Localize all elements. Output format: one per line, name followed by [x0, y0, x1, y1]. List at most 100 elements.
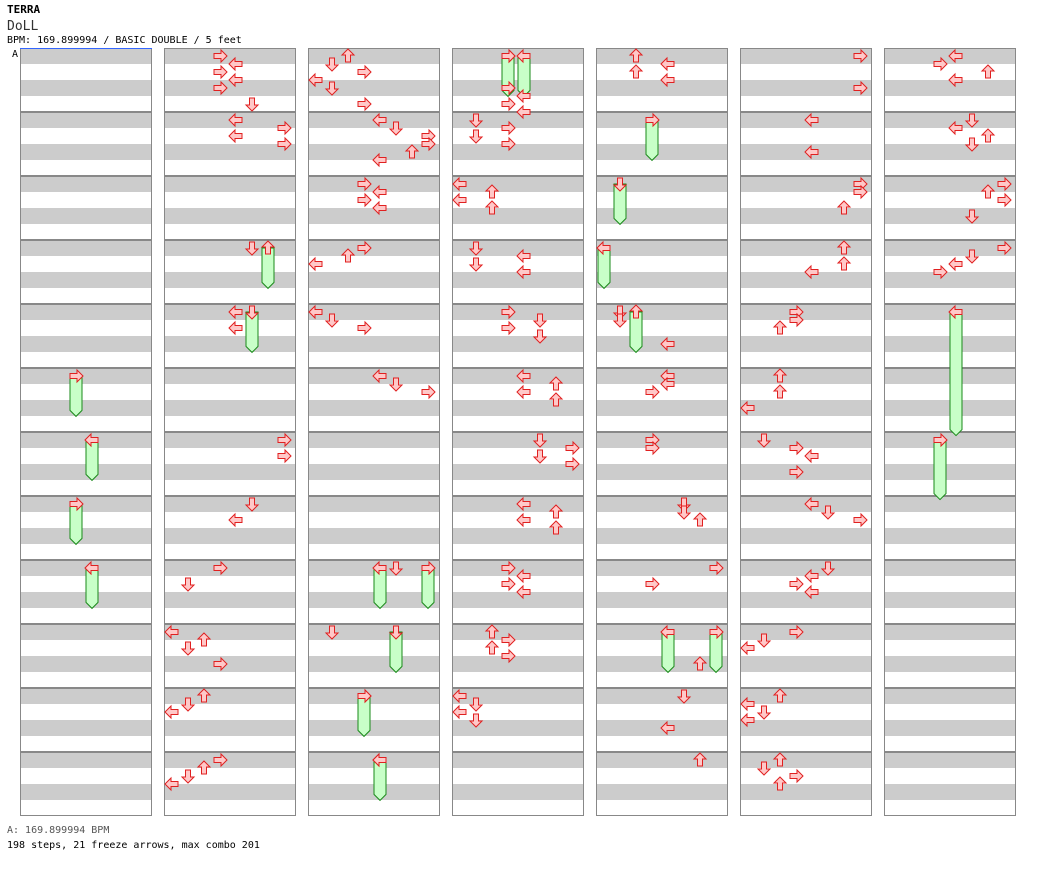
- step-arrow-down-icon: [468, 113, 484, 128]
- step-arrow-left-icon: [452, 192, 467, 208]
- step-arrow-down-icon: [468, 241, 484, 256]
- beat-stripe: [740, 688, 872, 704]
- step-arrow-left-icon: [516, 368, 531, 384]
- beat-stripe: [884, 528, 1016, 544]
- measure-box: [308, 240, 440, 304]
- beat-stripe: [20, 304, 152, 320]
- beat-stripe: [452, 560, 584, 576]
- beat-stripe: [884, 752, 1016, 768]
- step-arrow-right-icon: [357, 96, 372, 112]
- step-arrow-right-icon: [933, 264, 948, 280]
- chart-stats: 198 steps, 21 freeze arrows, max combo 2…: [7, 840, 260, 851]
- measure-box: [740, 432, 872, 496]
- measure-box: [20, 688, 152, 752]
- beat-stripe: [884, 624, 1016, 640]
- step-arrow-right-icon: [213, 656, 228, 672]
- step-arrow-left-icon: [804, 584, 819, 600]
- beat-stripe: [308, 656, 440, 672]
- step-arrow-up-icon: [484, 200, 500, 215]
- step-arrow-down-icon: [676, 689, 692, 704]
- measure-box: [20, 240, 152, 304]
- step-arrow-left-icon: [516, 496, 531, 512]
- step-arrow-left-icon: [804, 448, 819, 464]
- step-arrow-down-icon: [756, 761, 772, 776]
- step-arrow-left-icon: [740, 696, 755, 712]
- measure-box: [452, 752, 584, 816]
- step-arrow-up-icon: [980, 184, 996, 199]
- beat-stripe: [596, 80, 728, 96]
- beat-stripe: [308, 176, 440, 192]
- freeze-head-down-icon: [612, 177, 628, 192]
- freeze-head-down-icon: [388, 625, 404, 640]
- step-arrow-right-icon: [565, 456, 580, 472]
- beat-stripe: [452, 464, 584, 480]
- measure-box: [452, 432, 584, 496]
- chart-column: [308, 48, 440, 816]
- freeze-arrow-left: [948, 304, 963, 437]
- beat-stripe: [740, 368, 872, 384]
- beat-stripe: [164, 656, 296, 672]
- step-arrow-right-icon: [501, 560, 516, 576]
- beat-stripe: [740, 240, 872, 256]
- freeze-arrow-left: [372, 560, 387, 610]
- beat-stripe: [308, 272, 440, 288]
- step-arrow-left-icon: [516, 104, 531, 120]
- beat-stripe: [596, 752, 728, 768]
- freeze-head-left-icon: [84, 560, 99, 576]
- measure-box: [596, 112, 728, 176]
- freeze-head-left-icon: [596, 240, 611, 256]
- beat-stripe: [20, 400, 152, 416]
- beat-stripe: [452, 144, 584, 160]
- beat-stripe: [452, 208, 584, 224]
- measure-box: [20, 112, 152, 176]
- step-arrow-left-icon: [228, 112, 243, 128]
- beat-stripe: [20, 720, 152, 736]
- beat-stripe: [884, 656, 1016, 672]
- measure-box: [740, 368, 872, 432]
- step-arrow-left-icon: [516, 568, 531, 584]
- beat-stripe: [20, 272, 152, 288]
- measure-box: [884, 48, 1016, 112]
- step-arrow-left-icon: [372, 112, 387, 128]
- beat-stripe: [740, 80, 872, 96]
- freeze-arrow-right: [933, 432, 948, 501]
- beat-stripe: [164, 240, 296, 256]
- beat-stripe: [164, 688, 296, 704]
- beat-stripe: [596, 144, 728, 160]
- beat-stripe: [884, 80, 1016, 96]
- step-arrow-right-icon: [501, 320, 516, 336]
- freeze-arrow-left: [84, 432, 99, 482]
- beat-stripe: [884, 432, 1016, 448]
- beat-stripe: [20, 48, 152, 64]
- measure-box: [20, 624, 152, 688]
- step-arrow-up-icon: [980, 128, 996, 143]
- step-arrow-left-icon: [516, 512, 531, 528]
- measure-box: [740, 240, 872, 304]
- freeze-head-left-icon: [84, 432, 99, 448]
- step-arrow-down-icon: [964, 113, 980, 128]
- step-arrow-right-icon: [357, 64, 372, 80]
- freeze-head-left-icon: [516, 48, 531, 64]
- beat-stripe: [740, 784, 872, 800]
- freeze-head-left-icon: [660, 624, 675, 640]
- freeze-body: [949, 311, 963, 437]
- freeze-body: [373, 759, 387, 802]
- beat-stripe: [596, 496, 728, 512]
- beat-stripe: [596, 432, 728, 448]
- step-arrow-right-icon: [789, 624, 804, 640]
- step-arrow-right-icon: [997, 192, 1012, 208]
- step-arrow-right-icon: [501, 120, 516, 136]
- freeze-body: [933, 439, 947, 501]
- step-arrow-right-icon: [709, 560, 724, 576]
- freeze-arrow-right: [69, 496, 84, 546]
- step-arrow-right-icon: [501, 136, 516, 152]
- step-arrow-right-icon: [501, 48, 516, 64]
- beat-stripe: [596, 784, 728, 800]
- beat-stripe: [20, 688, 152, 704]
- beat-stripe: [308, 240, 440, 256]
- beat-stripe: [884, 560, 1016, 576]
- beat-stripe: [884, 496, 1016, 512]
- step-arrow-down-icon: [324, 81, 340, 96]
- freeze-arrow-up: [628, 304, 644, 354]
- step-arrow-left-icon: [660, 376, 675, 392]
